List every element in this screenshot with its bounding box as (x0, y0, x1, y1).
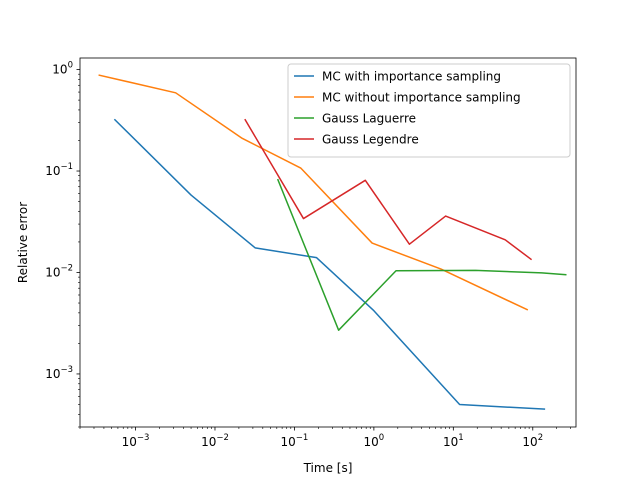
legend-entry-4: Gauss Legendre (322, 133, 419, 147)
x-tick-label: 10−1 (281, 433, 309, 449)
legend-box (287, 63, 571, 158)
x-axis-label: Time [s] (303, 461, 353, 475)
x-tick-label: 100 (364, 433, 385, 449)
x-tick-label: 10−2 (201, 433, 229, 449)
plot-area (98, 74, 567, 410)
y-tick-label: 10−3 (45, 365, 73, 381)
legend-entry-3: Gauss Laguerre (322, 112, 416, 126)
x-tick-label: 102 (522, 433, 543, 449)
y-tick-label: 10−2 (45, 263, 73, 279)
y-axis-label: Relative error (16, 202, 30, 283)
series-line-1 (113, 118, 546, 410)
y-tick-label: 10−1 (45, 162, 73, 178)
axis-ticks: 10−3 10−2 10−1 100 101 102 10−3 10−2 10−1 100 (45, 61, 571, 449)
series-line-2 (98, 74, 529, 311)
series-line-4 (244, 118, 533, 261)
y-tick-label: 100 (52, 61, 73, 77)
x-tick-label: 10−3 (122, 433, 150, 449)
legend: MC with importance sampling MC without im… (287, 63, 571, 158)
x-tick-label: 101 (443, 433, 464, 449)
legend-entry-1: MC with importance sampling (322, 70, 501, 84)
axes-frame (79, 57, 577, 428)
series-line-3 (276, 178, 567, 331)
legend-entry-2: MC without importance sampling (322, 91, 521, 105)
